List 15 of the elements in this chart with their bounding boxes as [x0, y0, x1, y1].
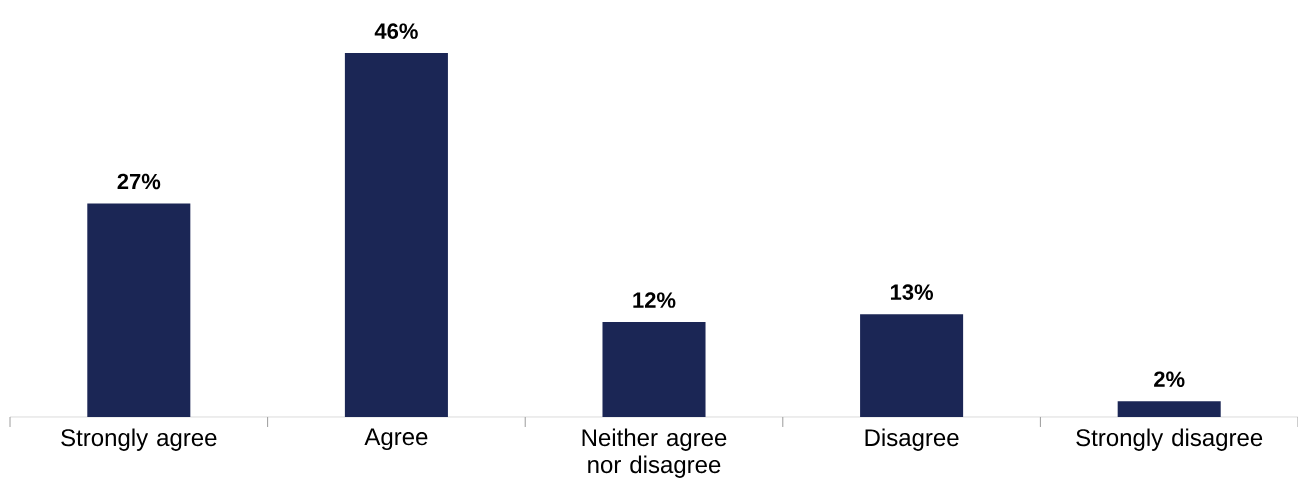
data-label: 13% [890, 284, 934, 300]
bar [344, 53, 448, 417]
x-tick-label: Strongly disagree [1076, 428, 1263, 451]
data-label: 46% [374, 23, 418, 39]
x-tick-label: Strongly agree [61, 428, 217, 451]
bar [87, 203, 191, 417]
data-label: 2% [1154, 371, 1185, 387]
data-label: 12% [633, 292, 676, 308]
bar [860, 314, 964, 417]
bar [1117, 401, 1221, 417]
x-tick-label: Disagree [865, 428, 959, 451]
x-tick-label: Neither agree nor disagree [582, 428, 727, 478]
x-tick-label: Agree [364, 428, 428, 451]
data-label: 27% [117, 173, 161, 190]
bar [602, 322, 706, 417]
